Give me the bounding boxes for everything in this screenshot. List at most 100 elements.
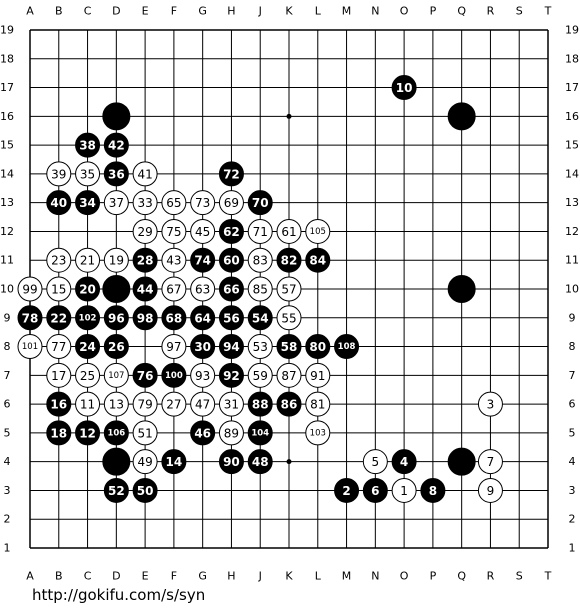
stone xyxy=(276,276,302,302)
row-label: 2 xyxy=(4,513,11,526)
stone xyxy=(420,477,446,503)
move-number: 99 xyxy=(22,283,37,297)
move-number: 6 xyxy=(371,484,379,498)
stone xyxy=(161,391,187,417)
row-label: 10 xyxy=(0,283,14,296)
stone xyxy=(477,449,503,475)
stone xyxy=(161,218,187,244)
row-label: 14 xyxy=(0,167,14,180)
column-label: A xyxy=(26,5,34,18)
row-label: 7 xyxy=(569,369,576,382)
row-label: 3 xyxy=(569,484,576,497)
move-number: 82 xyxy=(281,254,298,268)
move-number: 73 xyxy=(195,196,210,210)
move-number: 34 xyxy=(79,196,96,210)
stone xyxy=(75,161,101,187)
move-number: 22 xyxy=(50,311,67,325)
row-label: 5 xyxy=(4,426,11,439)
move-number: 70 xyxy=(252,196,269,210)
move-number: 89 xyxy=(224,426,239,440)
column-label: O xyxy=(400,570,409,583)
move-number: 17 xyxy=(51,369,66,383)
stone xyxy=(218,276,244,302)
move-number: 20 xyxy=(79,283,96,297)
column-label: G xyxy=(198,5,207,18)
stone xyxy=(247,276,273,302)
move-number: 39 xyxy=(51,167,66,181)
stone xyxy=(305,362,331,388)
move-number: 90 xyxy=(223,455,240,469)
move-number: 41 xyxy=(137,167,152,181)
move-number: 74 xyxy=(194,254,211,268)
column-label: E xyxy=(142,570,149,583)
stone xyxy=(190,218,216,244)
stone xyxy=(190,305,216,331)
stone xyxy=(218,305,244,331)
move-number: 66 xyxy=(223,283,240,297)
move-number: 13 xyxy=(109,398,124,412)
stone xyxy=(75,247,101,273)
move-number: 55 xyxy=(281,311,296,325)
move-number: 52 xyxy=(108,484,125,498)
stone xyxy=(276,334,302,360)
stone xyxy=(103,161,129,187)
column-label: R xyxy=(487,5,495,18)
stone xyxy=(103,334,129,360)
move-number: 107 xyxy=(108,371,124,381)
move-number: 29 xyxy=(137,225,152,239)
stone xyxy=(75,305,101,331)
stone xyxy=(247,334,273,360)
stone xyxy=(132,391,158,417)
stone xyxy=(103,362,129,388)
row-label: 12 xyxy=(0,225,14,238)
move-number: 80 xyxy=(309,340,326,354)
row-label: 2 xyxy=(569,513,576,526)
move-number: 76 xyxy=(137,369,154,383)
stone xyxy=(276,305,302,331)
column-label: N xyxy=(371,5,379,18)
move-number: 30 xyxy=(194,340,211,354)
stone xyxy=(477,391,503,417)
row-label: 17 xyxy=(565,81,579,94)
stone xyxy=(17,334,43,360)
stone xyxy=(132,161,158,187)
move-number: 27 xyxy=(166,398,181,412)
move-number: 5 xyxy=(372,455,380,469)
row-label: 9 xyxy=(569,311,576,324)
move-number: 48 xyxy=(252,455,269,469)
row-label: 5 xyxy=(569,426,576,439)
row-label: 13 xyxy=(0,196,14,209)
stone xyxy=(218,449,244,475)
move-number: 18 xyxy=(50,426,67,440)
stone xyxy=(75,276,101,302)
move-number: 106 xyxy=(107,428,125,438)
row-label: 1 xyxy=(569,542,576,555)
stone xyxy=(103,190,129,216)
row-label: 16 xyxy=(0,110,14,123)
stone xyxy=(132,276,158,302)
stone xyxy=(247,420,273,446)
column-label: D xyxy=(112,570,120,583)
move-number: 9 xyxy=(487,484,495,498)
stone xyxy=(132,190,158,216)
stone xyxy=(391,477,417,503)
column-label: O xyxy=(400,5,409,18)
row-label: 4 xyxy=(4,455,11,468)
stone xyxy=(161,362,187,388)
move-number: 83 xyxy=(253,254,268,268)
stone xyxy=(102,102,131,131)
stone xyxy=(247,218,273,244)
move-number: 72 xyxy=(223,167,240,181)
stone xyxy=(276,218,302,244)
column-label: H xyxy=(227,5,235,18)
move-number: 35 xyxy=(80,167,95,181)
move-number: 40 xyxy=(50,196,67,210)
row-label: 18 xyxy=(0,52,14,65)
row-label: 7 xyxy=(4,369,11,382)
move-number: 84 xyxy=(309,254,326,268)
move-number: 60 xyxy=(223,254,240,268)
move-number: 103 xyxy=(310,428,326,438)
column-label: D xyxy=(112,5,120,18)
move-number: 1 xyxy=(400,484,408,498)
move-number: 98 xyxy=(137,311,154,325)
